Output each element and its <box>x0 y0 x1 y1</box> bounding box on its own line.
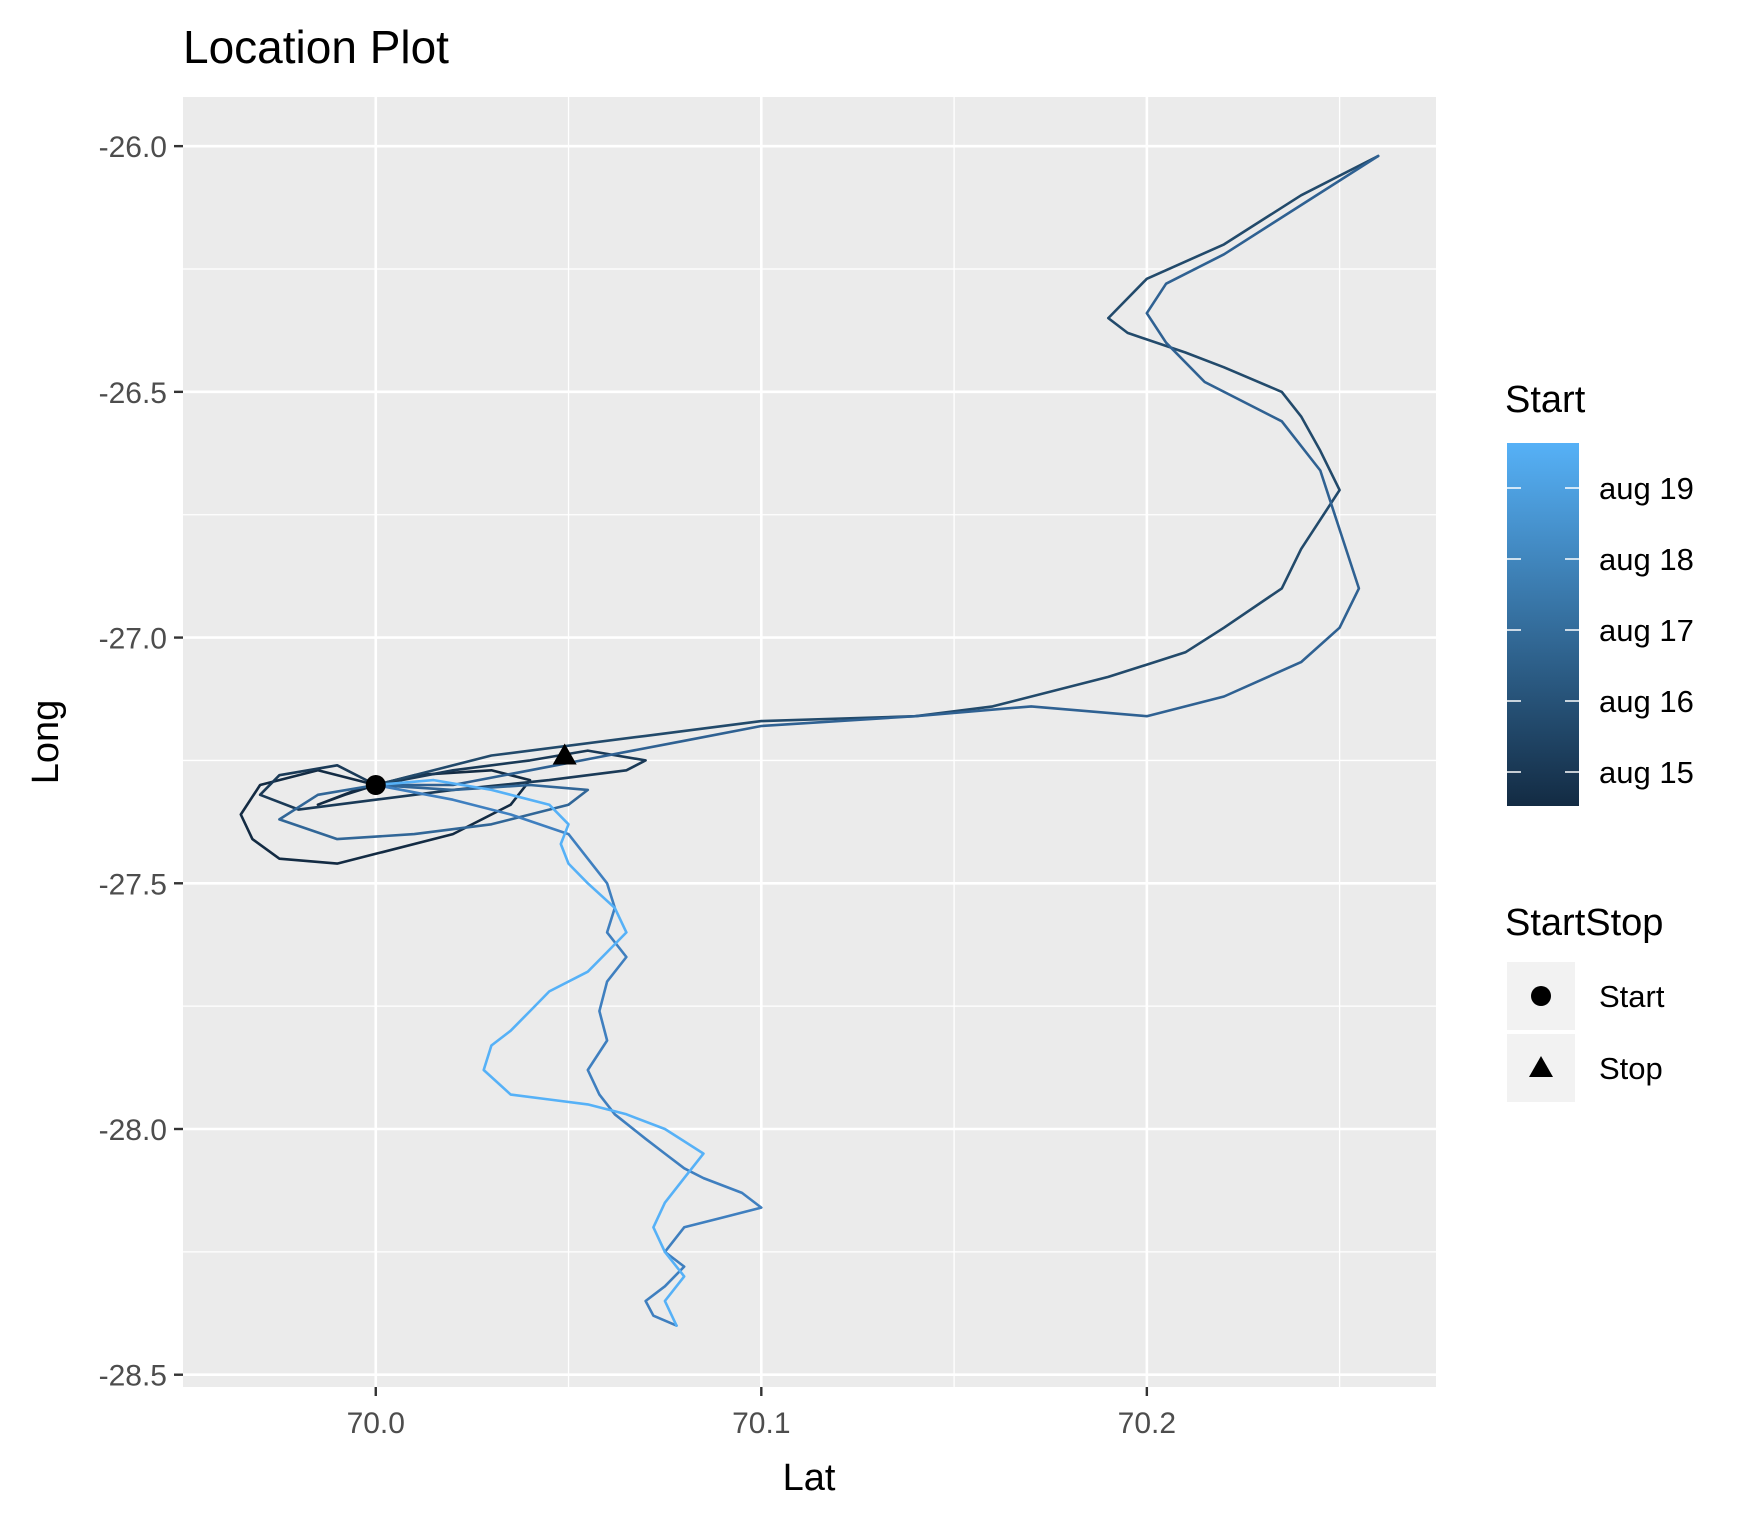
start-stop-markers <box>365 743 577 795</box>
x-tick-label: 70.0 <box>347 1407 405 1440</box>
colorbar-label: aug 19 <box>1599 471 1694 506</box>
y-tick-label: -26.0 <box>99 131 167 164</box>
legend-circle-icon <box>1531 986 1551 1006</box>
colorbar <box>1507 443 1579 806</box>
y-tick-label: -27.5 <box>99 868 167 901</box>
track-line-aug-17 <box>278 783 590 841</box>
track-line-aug-17 <box>374 154 1380 787</box>
y-tick-label: -27.0 <box>99 623 167 656</box>
color-legend: Start aug 19 aug 18 aug 17 aug 16 aug 15 <box>1505 379 1694 806</box>
track-line-aug-18 <box>374 783 763 1327</box>
plot-panel-background <box>183 97 1436 1387</box>
shape-legend-title: StartStop <box>1505 902 1663 944</box>
colorbar-label: aug 18 <box>1599 542 1694 577</box>
start-marker <box>365 775 386 795</box>
x-axis: 70.0 70.1 70.2 <box>347 1387 1176 1440</box>
track-line-aug-19 <box>374 778 705 1327</box>
x-tick-label: 70.2 <box>1118 1407 1176 1440</box>
x-tick-label: 70.1 <box>732 1407 790 1440</box>
y-axis: -26.0 -26.5 -27.0 -27.5 -28.0 -28.5 <box>99 131 183 1393</box>
y-tick-label: -26.5 <box>99 377 167 410</box>
track-line-aug-15 <box>239 768 532 865</box>
track-line-aug-16 <box>374 154 1380 787</box>
shape-legend-label: Stop <box>1599 1051 1663 1086</box>
colorbar-label: aug 16 <box>1599 684 1694 719</box>
plot-panel <box>183 97 1436 1387</box>
colorbar-label: aug 17 <box>1599 613 1694 648</box>
shape-legend-entries: Start Stop <box>1507 962 1665 1102</box>
y-tick-label: -28.5 <box>99 1360 167 1393</box>
colorbar-label: aug 15 <box>1599 755 1694 790</box>
shape-legend-label: Start <box>1599 979 1665 1014</box>
x-axis-title: Lat <box>783 1457 836 1499</box>
shape-legend: StartStop StartStop <box>1505 902 1665 1102</box>
chart-title: Location Plot <box>183 21 449 73</box>
stop-marker <box>552 743 577 765</box>
color-legend-title: Start <box>1505 379 1586 421</box>
legend-triangle-icon <box>1529 1056 1553 1077</box>
track-line-aug-15 <box>258 749 647 811</box>
y-axis-title: Long <box>25 700 67 785</box>
y-tick-label: -28.0 <box>99 1114 167 1147</box>
track-series <box>239 154 1380 1327</box>
colorbar-labels: aug 19 aug 18 aug 17 aug 16 aug 15 <box>1507 471 1694 790</box>
